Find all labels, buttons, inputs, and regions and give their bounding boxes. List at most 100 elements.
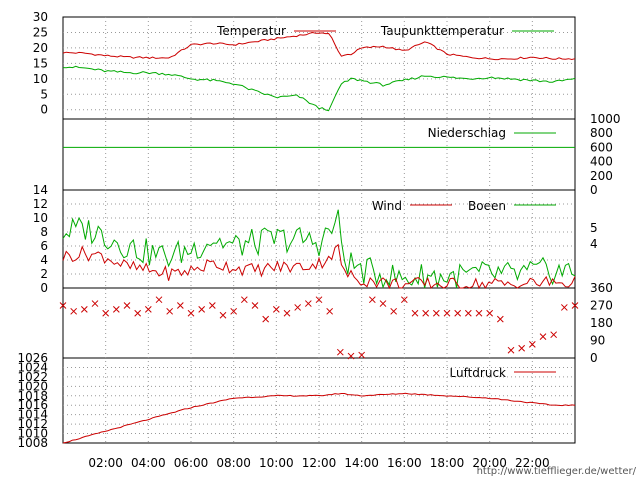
wind-direction-point — [390, 307, 398, 315]
wind-direction-point — [294, 304, 302, 311]
x-tick-label: 14:00 — [344, 456, 379, 470]
wind-direction-point — [240, 296, 248, 304]
wind-tick-label: 4 — [40, 253, 48, 267]
x-tick-label: 08:00 — [216, 456, 251, 470]
wind-direction-point — [102, 309, 110, 317]
wind-direction-point — [176, 302, 184, 309]
wind-line — [62, 243, 576, 290]
wind-direction-point — [560, 304, 568, 311]
wind-direction-point — [315, 296, 323, 304]
temperatur-line — [62, 31, 576, 61]
direction-tick-label: 270 — [590, 299, 613, 313]
wind-direction-panel — [62, 287, 576, 359]
wind-direction-point — [336, 348, 344, 356]
wind-direction-point — [518, 344, 526, 352]
wind-direction-point — [486, 309, 494, 317]
wind-direction-point — [507, 346, 515, 354]
pressure-tick-label: 1016 — [17, 398, 48, 412]
wind-direction-point — [272, 306, 280, 313]
legend-boeen: Boeen — [468, 199, 506, 213]
wind-direction-point — [411, 309, 419, 317]
x-tick-label: 22:00 — [515, 456, 550, 470]
luftdruck-line — [62, 392, 576, 444]
x-tick-label: 20:00 — [472, 456, 507, 470]
legend-wind: Wind — [372, 199, 402, 213]
wind-direction-point — [112, 306, 120, 313]
temperature-tick-label: 5 — [40, 87, 48, 101]
wind-direction-point — [443, 309, 451, 317]
wind-direction-point — [550, 331, 558, 339]
pressure-tick-label: 1018 — [17, 389, 48, 403]
wind-direction-point — [230, 307, 238, 315]
temperature-tick-label: 15 — [33, 56, 48, 70]
wind-direction-point — [539, 333, 547, 340]
x-tick-label: 10:00 — [259, 456, 294, 470]
wind-direction-point — [219, 311, 227, 319]
direction-tick-label: 360 — [590, 281, 613, 295]
wind-direction-point — [358, 351, 366, 359]
wind-direction-point — [166, 307, 174, 315]
wind-direction-point — [198, 306, 206, 313]
wind-direction-point — [422, 309, 430, 317]
direction-tick-label: 0 — [590, 351, 598, 365]
wind-direction-point — [208, 302, 216, 309]
wind-tick-label: 14 — [33, 183, 48, 197]
wind-direction-point — [400, 296, 408, 304]
precipitation-tick-label: 600 — [590, 140, 613, 154]
temperature-tick-label: 10 — [33, 72, 48, 86]
x-tick-label: 16:00 — [387, 456, 422, 470]
legend-luftdruck: Luftdruck — [449, 366, 506, 380]
pressure-tick-label: 1012 — [17, 417, 48, 431]
x-tick-label: 06:00 — [174, 456, 209, 470]
pressure-tick-label: 1014 — [17, 408, 48, 422]
legend-temperatur: Temperatur — [216, 24, 286, 38]
wind-direction-point — [304, 300, 312, 307]
wind-tick-label: 8 — [40, 225, 48, 239]
wind-direction-point — [571, 302, 579, 309]
wind-tick-label: 6 — [40, 239, 48, 253]
wind-direction-point — [262, 315, 270, 323]
pressure-tick-label: 1022 — [17, 370, 48, 384]
url-text: http://www.tiefflieger.de/wetter/ — [477, 466, 637, 477]
x-tick-label: 04:00 — [131, 456, 166, 470]
pressure-tick-label: 1024 — [17, 360, 48, 374]
wind-direction-point — [528, 341, 536, 348]
wind-direction-point — [91, 300, 99, 307]
wind-direction-point — [326, 307, 334, 315]
wind-direction-point — [368, 296, 376, 304]
temperature-tick-label: 25 — [33, 25, 48, 39]
pressure-tick-label: 1010 — [17, 427, 48, 441]
pressure-tick-label: 1020 — [17, 379, 48, 393]
wind-direction-point — [70, 307, 78, 315]
wind-direction-point — [496, 315, 504, 323]
precipitation-tick-label: 1000 — [590, 112, 621, 126]
legend-niederschlag: Niederschlag — [428, 126, 506, 140]
wind-direction-point — [347, 352, 355, 360]
x-tick-label: 02:00 — [88, 456, 123, 470]
precipitation-tick-label: 0 — [590, 183, 598, 197]
wind-direction-point — [283, 309, 291, 317]
precipitation-tick-label: 400 — [590, 155, 613, 169]
x-tick-label: 12:00 — [302, 456, 337, 470]
temperature-tick-label: 0 — [40, 103, 48, 117]
taupunkt-line — [62, 65, 576, 112]
precipitation-tick-label: 200 — [590, 169, 613, 183]
wind-direction-point — [454, 309, 462, 317]
wind-direction-point — [475, 309, 483, 317]
wind-tick-label: 10 — [33, 211, 48, 225]
wind-right-tick-label: 5 — [590, 221, 598, 235]
wind-right-tick-label: 4 — [590, 237, 598, 251]
direction-tick-label: 180 — [590, 316, 613, 330]
x-tick-label: 18:00 — [430, 456, 465, 470]
wind-direction-point — [155, 296, 163, 304]
wind-direction-point — [123, 302, 131, 309]
wind-direction-point — [59, 302, 67, 309]
wind-direction-point — [80, 306, 88, 313]
wind-direction-point — [432, 309, 440, 317]
wind-direction-point — [134, 309, 142, 317]
pressure-tick-label: 1026 — [17, 351, 48, 365]
wind-direction-point — [187, 309, 195, 317]
legend-taupunkt: Taupunkttemperatur — [380, 24, 504, 38]
wind-direction-point — [379, 300, 387, 307]
